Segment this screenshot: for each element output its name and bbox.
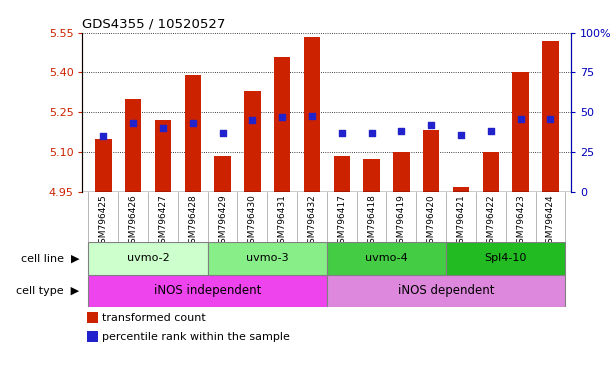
Bar [274,56,290,192]
Text: cell line  ▶: cell line ▶ [21,253,79,263]
Bar [327,242,446,275]
Point [158,125,168,131]
Bar [89,242,208,275]
Text: GSM796419: GSM796419 [397,195,406,249]
Text: cell type  ▶: cell type ▶ [16,286,79,296]
Text: percentile rank within the sample: percentile rank within the sample [102,332,290,342]
Bar [89,275,327,307]
Bar [304,36,320,192]
Text: GSM796432: GSM796432 [307,195,316,249]
Bar [542,41,558,192]
Text: GSM796426: GSM796426 [129,195,137,249]
Text: GSM796430: GSM796430 [248,195,257,249]
Bar [423,129,439,192]
Point [546,116,555,122]
Bar [327,275,565,307]
Text: Spl4-10: Spl4-10 [485,253,527,263]
Point [486,128,496,134]
Bar [155,120,171,192]
Bar [446,242,565,275]
Point [247,117,257,123]
Text: GSM796428: GSM796428 [188,195,197,249]
Text: GSM796423: GSM796423 [516,195,525,249]
Text: GSM796425: GSM796425 [99,195,108,249]
Bar [334,156,350,192]
Point [456,132,466,138]
Text: GSM796429: GSM796429 [218,195,227,249]
Bar [125,99,141,192]
Text: transformed count: transformed count [102,313,206,323]
Point [337,130,346,136]
Text: iNOS independent: iNOS independent [154,285,262,297]
Text: GSM796424: GSM796424 [546,195,555,249]
Bar [244,91,260,192]
Text: GSM796420: GSM796420 [426,195,436,249]
Bar [513,73,529,192]
Bar [214,156,231,192]
Point [277,114,287,120]
Bar [208,242,327,275]
Bar [87,331,98,342]
Point [516,116,525,122]
Bar [95,139,112,192]
Point [188,121,197,127]
Text: GSM796431: GSM796431 [277,195,287,249]
Text: GSM796422: GSM796422 [486,195,496,249]
Point [128,121,138,127]
Text: GSM796418: GSM796418 [367,195,376,249]
Bar [364,159,380,192]
Point [426,122,436,128]
Text: uvmo-4: uvmo-4 [365,253,408,263]
Point [307,113,317,119]
Bar [483,152,499,192]
Text: GSM796417: GSM796417 [337,195,346,249]
Text: iNOS dependent: iNOS dependent [398,285,494,297]
Text: GSM796427: GSM796427 [158,195,167,249]
Bar [393,152,409,192]
Point [218,130,227,136]
Text: GSM796421: GSM796421 [456,195,466,249]
Text: uvmo-2: uvmo-2 [126,253,169,263]
Bar [185,75,201,192]
Point [397,128,406,134]
Text: GDS4355 / 10520527: GDS4355 / 10520527 [82,17,226,30]
Point [98,133,108,139]
Point [367,130,376,136]
Bar [453,187,469,192]
Bar [87,312,98,323]
Text: uvmo-3: uvmo-3 [246,253,288,263]
